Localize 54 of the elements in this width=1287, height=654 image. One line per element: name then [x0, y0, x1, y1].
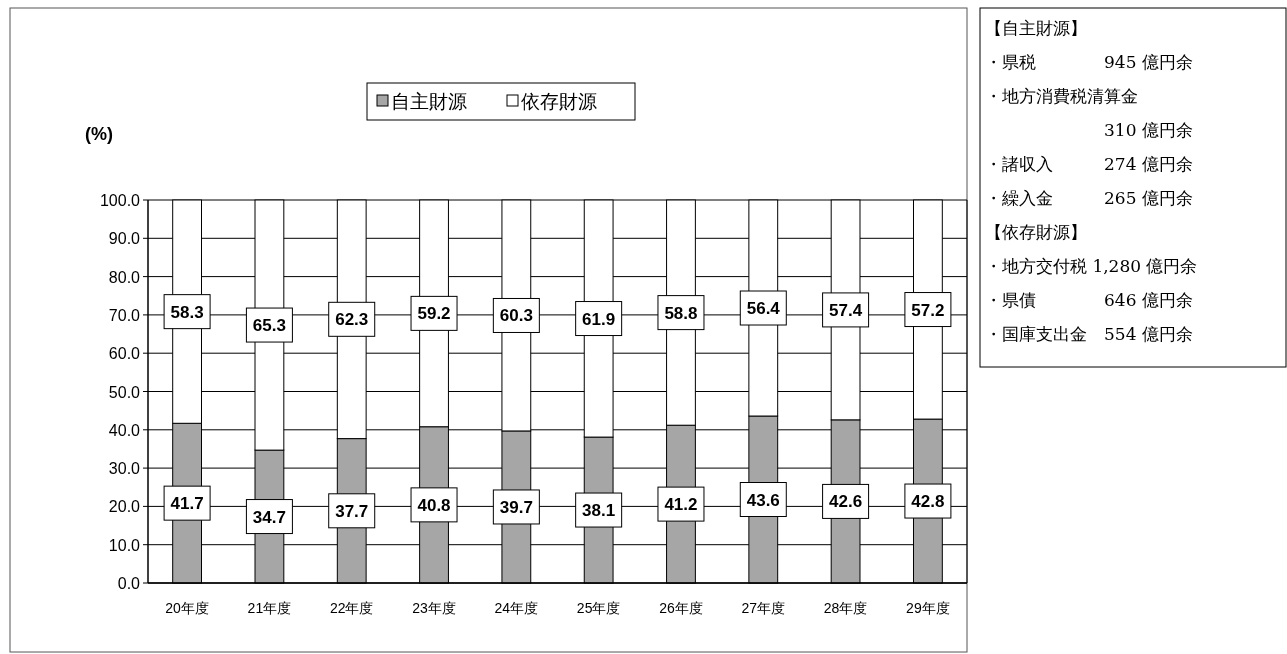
- text: ・地方交付税 1,280 億円余: [985, 256, 1198, 276]
- y-tick-label: 100.0: [99, 192, 141, 209]
- data-label: 65.3: [252, 316, 286, 336]
- data-label: 56.4: [746, 299, 781, 319]
- y-tick-label: 80.0: [108, 268, 141, 286]
- y-axis-title: (%): [85, 124, 113, 144]
- data-label: 58.3: [170, 302, 204, 322]
- data-label: 61.9: [582, 309, 616, 329]
- legend-label: 自主財源: [391, 91, 467, 112]
- data-label: 41.7: [170, 494, 204, 514]
- data-label: 58.8: [664, 303, 698, 323]
- text: ・県税 945 億円余: [985, 52, 1193, 72]
- x-tick-label: 25年度: [576, 600, 621, 616]
- x-tick-label: 28年度: [823, 600, 868, 616]
- y-tick-label: 20.0: [108, 498, 141, 516]
- data-label: 40.8: [417, 495, 451, 515]
- text: ・国庫支出金 554 億円余: [985, 324, 1193, 344]
- y-tick-label: 60.0: [108, 345, 141, 363]
- text: ・地方消費税清算金: [985, 86, 1138, 106]
- data-label: 57.4: [829, 300, 863, 320]
- data-label: 42.8: [911, 492, 945, 512]
- y-tick-label: 90.0: [108, 230, 141, 248]
- text: 【自主財源】: [985, 18, 1087, 38]
- y-tick-label: 70.0: [108, 306, 141, 324]
- y-tick-label: 30.0: [108, 460, 141, 478]
- x-tick-label: 23年度: [412, 600, 456, 616]
- text: 【依存財源】: [985, 222, 1087, 242]
- data-label: 39.7: [499, 497, 533, 517]
- x-tick-label: 27年度: [741, 600, 786, 616]
- legend-label: 依存財源: [521, 91, 597, 112]
- data-label: 57.2: [911, 300, 945, 320]
- text: ・諸収入 274 億円余: [985, 154, 1193, 174]
- data-label: 41.2: [664, 495, 698, 515]
- data-label: 59.2: [417, 304, 451, 324]
- y-tick-label: 10.0: [108, 536, 141, 554]
- text: 310 億円余: [985, 120, 1193, 140]
- y-tick-label: 40.0: [108, 421, 141, 439]
- data-label: 60.3: [499, 306, 533, 326]
- y-tick-label: 50.0: [108, 383, 141, 401]
- x-tick-label: 26年度: [659, 600, 703, 616]
- x-tick-label: 29年度: [906, 600, 950, 616]
- data-label: 43.6: [746, 490, 780, 510]
- data-label: 38.1: [582, 501, 616, 521]
- x-tick-label: 24年度: [494, 600, 539, 616]
- data-label: 34.7: [252, 507, 286, 527]
- data-label: 37.7: [335, 501, 369, 521]
- x-tick-label: 20年度: [165, 600, 209, 616]
- x-tick-label: 22年度: [329, 600, 374, 616]
- data-label: 62.3: [335, 310, 369, 330]
- x-tick-label: 21年度: [247, 600, 292, 616]
- text: ・繰入金 265 億円余: [985, 188, 1193, 208]
- text: ・県債 646 億円余: [985, 290, 1193, 310]
- y-tick-label: 0.0: [117, 575, 141, 592]
- data-label: 42.6: [829, 492, 863, 512]
